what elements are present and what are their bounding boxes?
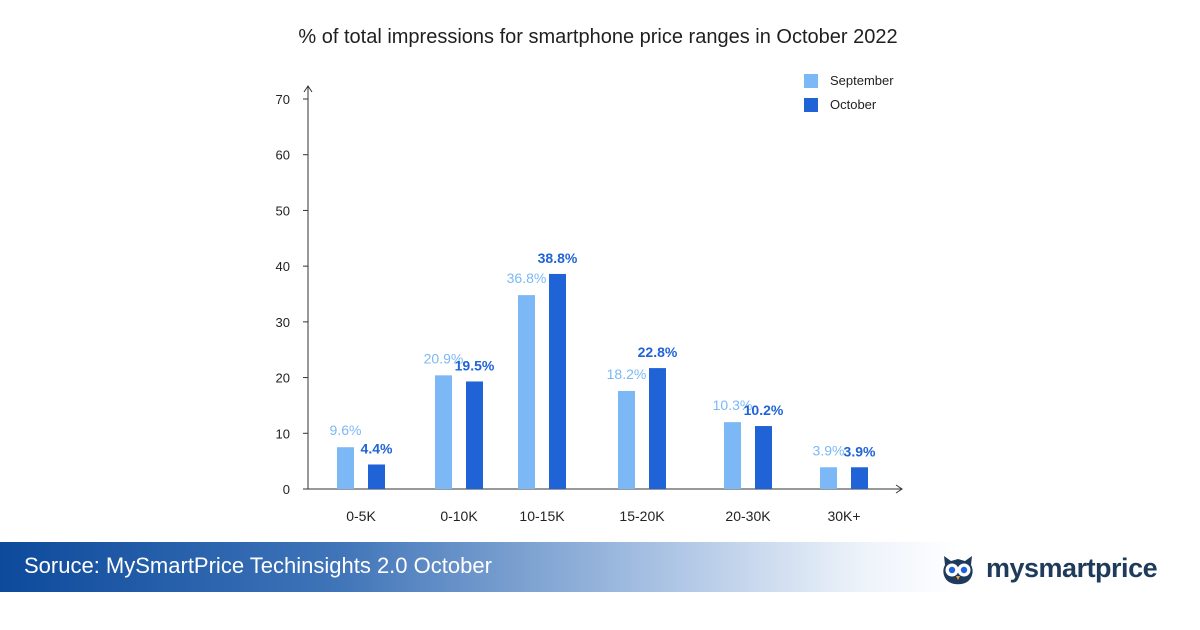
y-tick-label: 20 — [276, 371, 290, 386]
data-label-september: 3.9% — [813, 442, 845, 458]
data-label-september: 20.9% — [424, 350, 464, 366]
chart-title: % of total impressions for smartphone pr… — [298, 26, 897, 48]
bar-october — [466, 381, 483, 489]
footer-band — [0, 542, 1200, 592]
bar-september — [724, 422, 741, 489]
data-label-october: 3.9% — [844, 443, 876, 459]
bar-october — [755, 426, 772, 489]
x-tick-label: 30K+ — [827, 508, 860, 524]
bar-september — [518, 295, 535, 489]
data-label-october: 4.4% — [361, 440, 393, 456]
data-label-september: 36.8% — [507, 270, 547, 286]
data-label-september: 18.2% — [607, 366, 647, 382]
y-tick-label: 0 — [283, 482, 290, 497]
y-tick-label: 70 — [276, 92, 290, 107]
bar-september — [435, 375, 452, 489]
legend-label: October — [830, 97, 877, 112]
bar-october — [549, 273, 566, 489]
legend-swatch — [804, 74, 818, 88]
owl-icon — [943, 556, 973, 585]
data-label-october: 10.2% — [744, 402, 784, 418]
brand-logo: mysmartprice — [938, 548, 1158, 588]
legend-swatch — [804, 98, 818, 112]
legend-label: September — [830, 73, 894, 88]
bar-october — [649, 368, 666, 489]
x-tick-label: 15-20K — [619, 508, 665, 524]
y-tick-label: 50 — [276, 203, 290, 218]
x-tick-label: 0-5K — [346, 508, 376, 524]
data-label-september: 10.3% — [713, 397, 753, 413]
chart-legend: September October — [804, 73, 894, 112]
x-tick-label: 0-10K — [440, 508, 478, 524]
bar-september — [618, 390, 635, 489]
chart-bars: 9.6% 4.4% 0-5K 20.9%19.5% 0-10K 36.8% 38.8% 10-… — [330, 250, 876, 524]
x-tick-label: 10-15K — [519, 508, 565, 524]
x-tick-label: 20-30K — [725, 508, 771, 524]
bar-october — [851, 467, 868, 489]
y-tick-label: 40 — [276, 259, 290, 274]
bar-october — [368, 464, 385, 489]
bar-september — [337, 447, 354, 489]
data-label-september: 9.6% — [330, 422, 362, 438]
brand-name: mysmartprice — [986, 552, 1158, 583]
data-label-october: 38.8% — [538, 250, 578, 266]
y-tick-label: 10 — [276, 426, 290, 441]
bar-chart: % of total impressions for smartphone pr… — [276, 26, 903, 524]
y-axis-arrow — [303, 85, 313, 93]
x-axis-arrow — [895, 484, 903, 494]
y-tick-label: 60 — [276, 148, 290, 163]
y-tick-label: 30 — [276, 315, 290, 330]
data-label-october: 19.5% — [455, 357, 495, 373]
data-label-october: 22.8% — [638, 344, 678, 360]
chart-axes: 0 10 20 30 40 50 60 70 — [276, 85, 903, 497]
bar-september — [820, 467, 837, 489]
source-caption: Soruce: MySmartPrice Techinsights 2.0 Oc… — [24, 553, 492, 578]
